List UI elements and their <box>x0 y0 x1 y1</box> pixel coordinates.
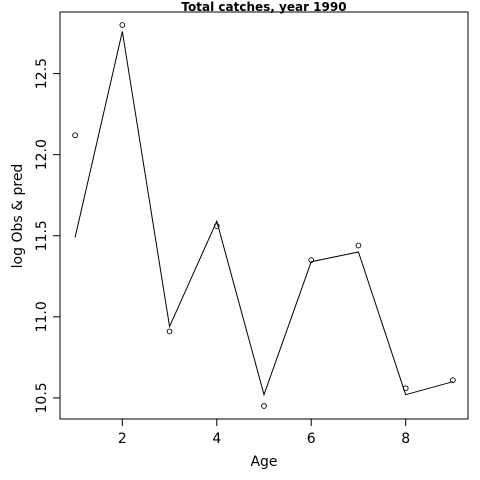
observed-point <box>355 242 362 249</box>
x-axis-label: Age <box>250 454 277 470</box>
y-tick-label: 11.5 <box>34 220 50 251</box>
x-tick-label: 4 <box>212 431 221 447</box>
y-axis-label: log Obs & pred <box>10 164 26 269</box>
y-axis: 10.5 11.0 11.5 12.0 12.5 <box>34 58 61 414</box>
series-layer <box>72 22 456 409</box>
x-tick-label: 8 <box>401 431 410 447</box>
observed-point <box>72 132 78 139</box>
observed-point <box>166 328 173 335</box>
y-tick-label: 10.5 <box>34 382 50 413</box>
y-tick-label: 11.0 <box>34 301 50 332</box>
x-tick-label: 2 <box>118 431 127 447</box>
observed-point <box>261 403 267 409</box>
plot-frame <box>59 11 469 420</box>
observed-point <box>450 377 456 383</box>
x-tick-label: 6 <box>307 431 316 447</box>
observed-point <box>119 22 126 28</box>
x-axis: 2 4 6 8 <box>118 418 410 447</box>
y-tick-label: 12.5 <box>34 58 50 89</box>
chart-title: Total catches, year 1990 <box>181 0 346 14</box>
predicted-line <box>74 31 454 397</box>
y-tick-label: 12.0 <box>34 139 50 170</box>
